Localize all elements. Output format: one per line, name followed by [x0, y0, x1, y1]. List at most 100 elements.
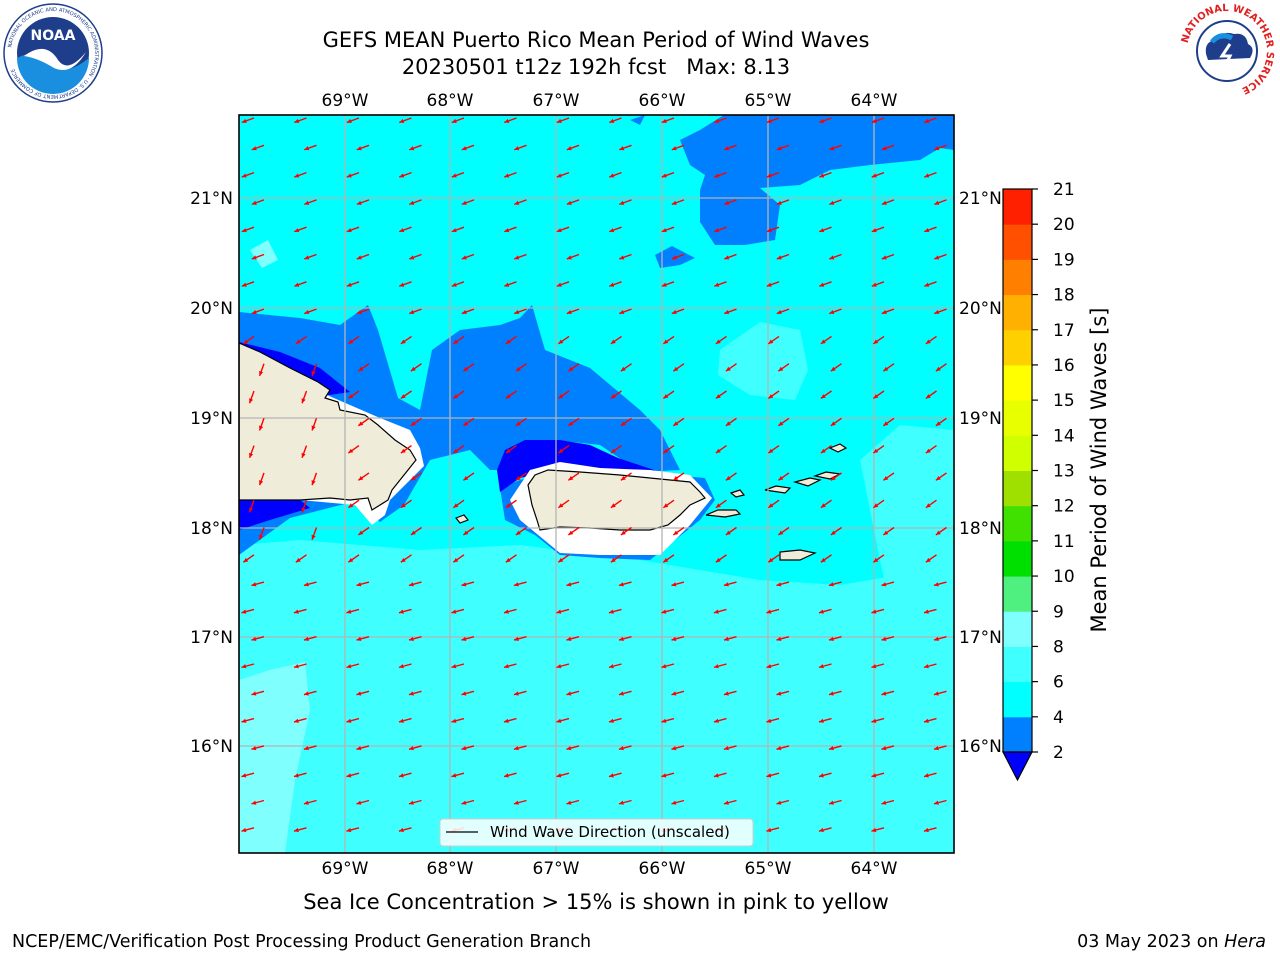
wave-direction-arrow [882, 417, 895, 427]
wave-direction-arrow [610, 445, 622, 454]
wave-direction-arrow [566, 745, 580, 751]
wave-direction-arrow [514, 308, 527, 315]
chart-title: GEFS MEAN Puerto Rico Mean Period of Win… [322, 28, 870, 52]
vieques-island [705, 509, 742, 518]
wave-direction-arrow [661, 717, 675, 723]
wave-direction-arrow [618, 636, 632, 642]
wave-direction-arrow [452, 390, 465, 400]
wave-direction-arrow [295, 335, 307, 345]
chart-subtitle: 20230501 t12z 192h fcst Max: 8.13 [401, 55, 791, 79]
wave-direction-arrow [661, 281, 675, 287]
wave-direction-arrow [923, 608, 937, 614]
wave-direction-arrow [713, 608, 727, 614]
wave-direction-arrow [556, 608, 570, 614]
wave-direction-arrow [777, 472, 790, 481]
wave-direction-arrow [672, 526, 685, 536]
wave-direction-arrow [356, 690, 370, 696]
wave-direction-arrow [871, 117, 885, 124]
wave-direction-arrow [356, 308, 370, 315]
wave-direction-arrow [248, 499, 255, 513]
wave-direction-arrow [725, 472, 737, 481]
wave-direction-arrow [620, 472, 632, 481]
wave-direction-arrow [356, 581, 370, 587]
wave-direction-arrow [408, 636, 422, 642]
wave-direction-arrow [294, 281, 307, 287]
wave-direction-arrow [451, 717, 465, 723]
wave-direction-arrow [258, 527, 265, 540]
colorbar-segment [1003, 435, 1032, 471]
wave-direction-arrow [503, 608, 517, 614]
wave-direction-arrow [400, 335, 412, 345]
wave-direction-arrow [451, 772, 465, 778]
st-john-island [792, 477, 822, 487]
wave-direction-arrow [251, 636, 265, 642]
wave-direction-arrow [346, 226, 360, 233]
colorbar-segment [1003, 259, 1032, 296]
colorbar-segment [1003, 364, 1032, 401]
wave-field-6-8-central [718, 322, 808, 400]
lon-label-top: 69°W [322, 91, 369, 111]
wave-direction-arrow [871, 772, 885, 778]
wave-direction-arrow [409, 253, 422, 260]
wave-direction-arrow [514, 855, 527, 859]
wave-direction-arrow [872, 390, 885, 400]
wave-direction-arrow [619, 855, 632, 859]
wave-direction-arrow [872, 445, 885, 454]
wave-direction-arrow [347, 390, 360, 400]
st-croix-island [779, 549, 817, 561]
wave-direction-arrow [251, 308, 265, 315]
wave-direction-arrow [714, 117, 727, 124]
wave-direction-arrow [452, 499, 465, 509]
wave-direction-arrow [515, 363, 527, 372]
wave-direction-arrow [356, 745, 370, 751]
colorbar-tick-label: 21 [1053, 180, 1075, 200]
wave-direction-arrow [251, 690, 265, 696]
wave-direction-arrow [777, 417, 790, 427]
wave-direction-arrow [723, 636, 737, 642]
wave-direction-arrow [661, 117, 675, 124]
wave-direction-arrow [608, 663, 622, 669]
wave-direction-arrow [672, 417, 685, 427]
wave-direction-arrow [933, 799, 947, 805]
wave-direction-arrow [241, 663, 255, 669]
map-gridlines [239, 115, 954, 853]
wave-direction-arrow [461, 199, 475, 206]
wave-direction-arrow [515, 417, 527, 427]
wave-direction-arrow [347, 554, 360, 563]
wave-direction-arrow [556, 117, 570, 124]
lat-label-right: 16°N [959, 737, 1002, 757]
wave-direction-arrow [452, 554, 465, 563]
wave-direction-arrow [777, 526, 790, 536]
wave-direction-arrow [933, 581, 947, 587]
wave-direction-arrow [248, 390, 255, 404]
wave-direction-arrow [399, 171, 412, 178]
wave-direction-arrow [766, 171, 780, 178]
wave-direction-arrow [767, 445, 780, 454]
wave-direction-arrow [828, 636, 842, 642]
wave-direction-arrow [241, 772, 255, 778]
wave-direction-arrow [766, 281, 780, 287]
wave-direction-arrow [714, 281, 727, 287]
lat-label-left: 16°N [190, 737, 233, 757]
wave-direction-arrow [776, 799, 790, 805]
wave-direction-arrow [503, 663, 517, 669]
wave-direction-arrow [556, 171, 570, 178]
wave-direction-arrow [829, 855, 842, 859]
wave-direction-arrow [828, 690, 842, 696]
wave-direction-arrow [830, 363, 842, 372]
wave-direction-arrow [304, 199, 317, 206]
wave-direction-arrow [557, 554, 570, 563]
wave-direction-arrow [556, 717, 570, 723]
wave-direction-arrow [514, 144, 527, 151]
wave-direction-arrow [462, 526, 475, 536]
wave-direction-arrow [923, 827, 937, 833]
wave-direction-arrow [714, 226, 727, 233]
wave-direction-arrow [556, 281, 570, 287]
colorbar-segment [1003, 540, 1032, 577]
wave-direction-arrow [618, 799, 632, 805]
lat-label-left: 19°N [190, 409, 233, 429]
wave-direction-arrow [713, 717, 727, 723]
wave-direction-arrow [293, 772, 307, 778]
wave-direction-arrow [258, 363, 265, 377]
wave-direction-arrow [461, 745, 475, 751]
